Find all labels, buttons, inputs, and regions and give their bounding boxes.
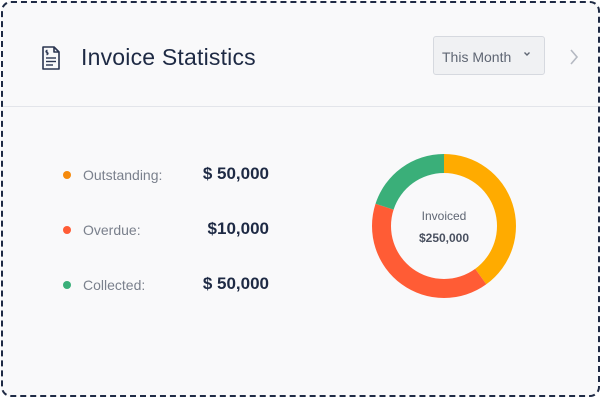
stat-value: $10,000: [207, 219, 269, 238]
invoice-statistics-card: Invoice Statistics This Month Outstandin…: [1, 1, 600, 397]
donut-center-value: $250,000: [418, 231, 470, 245]
period-select-value: This Month: [442, 49, 512, 65]
stat-collected: Collected: $ 50,000: [61, 274, 301, 298]
period-select[interactable]: This Month: [433, 36, 545, 75]
donut-segment-overdue: [372, 203, 487, 298]
chevron-right-icon[interactable]: [567, 47, 581, 67]
donut-segment-collected: [375, 154, 444, 210]
stat-outstanding: Outstanding: $ 50,000: [61, 164, 301, 188]
invoice-donut-chart: [372, 154, 516, 298]
card-title: Invoice Statistics: [81, 44, 256, 70]
stat-label: Outstanding:: [83, 167, 163, 183]
stat-value: $ 50,000: [202, 164, 269, 183]
donut-center-label: Invoiced: [421, 209, 467, 223]
stat-overdue: Overdue: $10,000: [61, 219, 301, 243]
stat-label: Collected:: [83, 277, 146, 293]
card-header: Invoice Statistics This Month: [3, 3, 598, 107]
stat-label: Overdue:: [83, 222, 141, 238]
document-icon: [42, 46, 60, 70]
donut-segment-outstanding: [444, 154, 516, 285]
stat-value: $ 50,000: [202, 274, 269, 293]
chevron-down-icon: [524, 52, 530, 56]
collected-dot: [63, 281, 71, 289]
overdue-dot: [63, 226, 71, 234]
outstanding-dot: [63, 171, 71, 179]
